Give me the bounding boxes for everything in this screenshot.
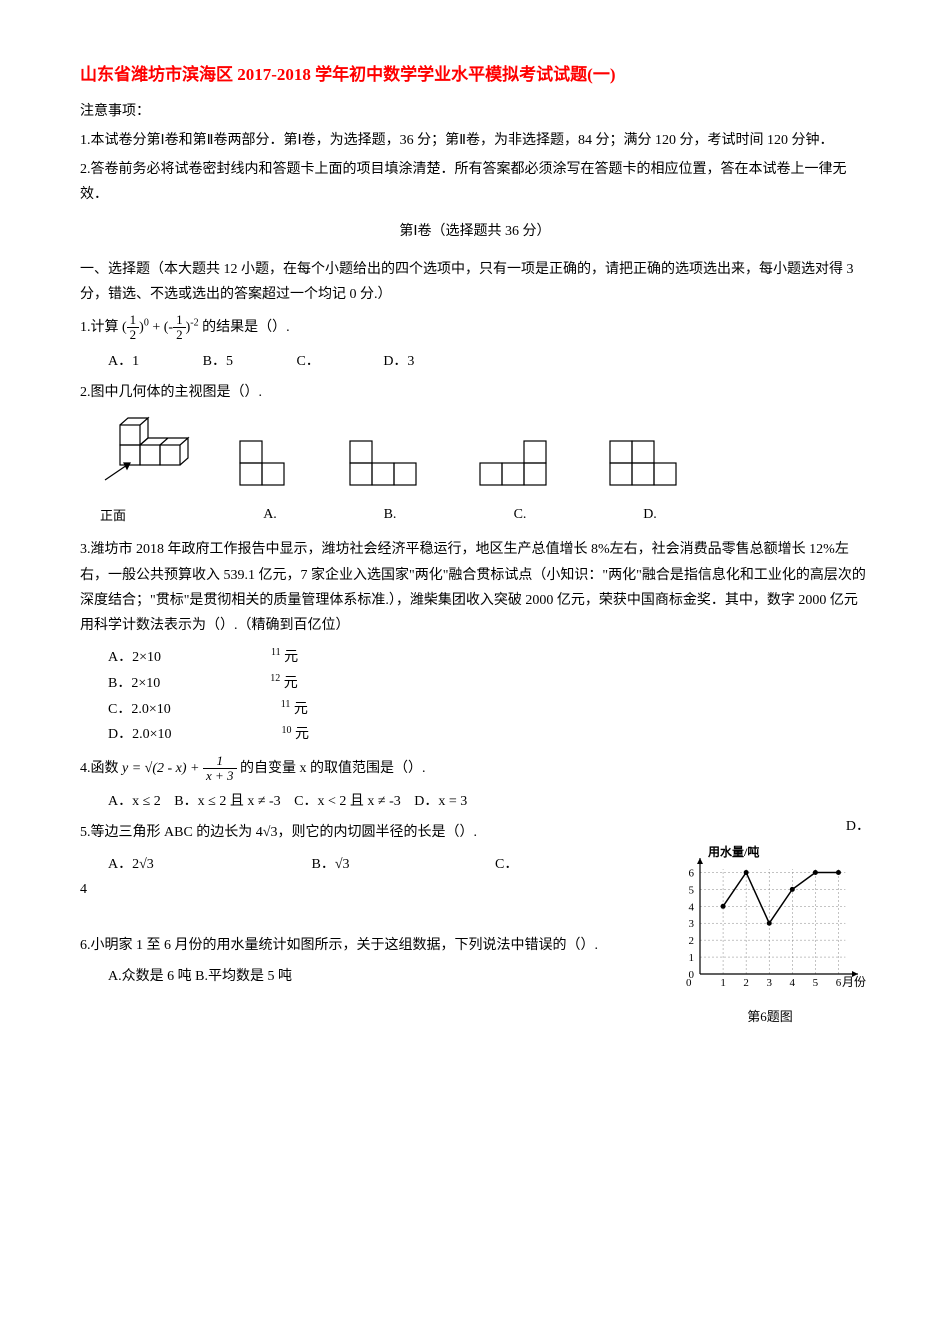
question-4: 4.函数 y = √(2 - x) + 1x + 3 的自变量 x 的取值范围是… xyxy=(80,754,870,784)
q2-opt-b: B. xyxy=(340,433,440,527)
q6-chart: D． 01234561234560用水量/吨月份 第6题图 xyxy=(670,814,870,1028)
q1-opt-c: C． xyxy=(296,349,319,374)
svg-text:4: 4 xyxy=(790,977,796,989)
notice-1: 1.本试卷分第Ⅰ卷和第Ⅱ卷两部分．第Ⅰ卷，为选择题，36 分；第Ⅱ卷，为非选择题… xyxy=(80,128,870,153)
q4-opt-c: C．x < 2 且 x ≠ -3 xyxy=(294,794,401,809)
q3-opt-b: B．2×1012 元 xyxy=(108,670,408,696)
svg-text:3: 3 xyxy=(766,977,772,989)
q3-opt-c: C．2.0×1011 元 xyxy=(108,696,418,722)
svg-text:1: 1 xyxy=(689,952,695,964)
q4-prefix: 4.函数 xyxy=(80,761,122,776)
svg-text:1: 1 xyxy=(720,977,726,989)
svg-text:3: 3 xyxy=(689,918,695,930)
q2-solid: 正面 xyxy=(100,415,200,528)
svg-text:6: 6 xyxy=(836,977,842,989)
q2-opt-a: A. xyxy=(230,433,310,527)
q5-line2: 4 xyxy=(80,877,650,902)
q3-text: 3.潍坊市 2018 年政府工作报告中显示，潍坊社会经济平稳运行，地区生产总值增… xyxy=(80,542,866,633)
svg-text:4: 4 xyxy=(689,901,695,913)
q5-options: A．2√3 B．√3 C． xyxy=(80,852,650,877)
q4-opt-d: D．x = 3 xyxy=(414,794,467,809)
svg-text:2: 2 xyxy=(689,935,695,947)
q1-opt-a: A．1 xyxy=(108,349,139,374)
svg-text:5: 5 xyxy=(813,977,819,989)
q3-opt-a: A．2×1011 元 xyxy=(108,644,408,670)
notice-2: 2.答卷前务必将试卷密封线内和答题卡上面的项目填涂清楚．所有答案都必须涂写在答题… xyxy=(80,157,870,207)
q4-suffix: 的自变量 x 的取值范围是（）. xyxy=(240,761,426,776)
q2-front-label: 正面 xyxy=(100,504,200,527)
q2-label-d: D. xyxy=(600,502,700,527)
q2-opt-c: C. xyxy=(470,433,570,527)
question-3: 3.潍坊市 2018 年政府工作报告中显示，潍坊社会经济平稳运行，地区生产总值增… xyxy=(80,537,870,638)
q2-label-b: B. xyxy=(340,502,440,527)
notice-label: 注意事项： xyxy=(80,99,870,124)
q5-opt-b: B．√3 xyxy=(312,852,492,877)
part1-header: 第Ⅰ卷（选择题共 36 分） xyxy=(80,219,870,244)
q2-opt-d: D. xyxy=(600,433,700,527)
q5-opt-c: C． xyxy=(495,852,555,877)
q2-label-c: C. xyxy=(470,502,570,527)
q3-options: A．2×1011 元 B．2×1012 元 C．2.0×1011 元 D．2.0… xyxy=(80,644,870,747)
q2-label-a: A. xyxy=(230,502,310,527)
q1-prefix: 1.计算 xyxy=(80,320,122,335)
q4-formula: y = √(2 - x) + 1x + 3 xyxy=(122,761,240,776)
q4-opt-a: A．x ≤ 2 xyxy=(108,794,161,809)
q1-formula: (12)0 + (-12)-2 xyxy=(122,320,202,335)
question-2: 2.图中几何体的主视图是（）. xyxy=(80,380,870,405)
q4-opt-b: B．x ≤ 2 且 x ≠ -3 xyxy=(174,794,280,809)
svg-text:2: 2 xyxy=(743,977,749,989)
q1-options: A．1 B．5 C． D．3 xyxy=(80,349,870,374)
q4-options: A．x ≤ 2 B．x ≤ 2 且 x ≠ -3 C．x < 2 且 x ≠ -… xyxy=(80,789,870,814)
q3-opt-d: D．2.0×1010 元 xyxy=(108,722,419,748)
q2-figures: 正面 A. B. xyxy=(100,415,870,528)
q6-chart-caption: 第6题图 xyxy=(670,1005,870,1028)
section1-header: 一、选择题（本大题共 12 小题，在每个小题给出的四个选项中，只有一项是正确的，… xyxy=(80,257,870,307)
q1-opt-d: D．3 xyxy=(383,349,414,374)
question-5: 5.等边三角形 ABC 的边长为 4√3，则它的内切圆半径的长是（）. xyxy=(80,820,650,845)
svg-text:月份: 月份 xyxy=(842,975,866,989)
svg-text:用水量/吨: 用水量/吨 xyxy=(707,844,759,859)
q6-options: A.众数是 6 吨 B.平均数是 5 吨 xyxy=(80,964,650,989)
svg-text:0: 0 xyxy=(686,977,692,989)
q1-suffix: 的结果是（）. xyxy=(202,320,290,335)
exam-title: 山东省潍坊市滨海区 2017-2018 学年初中数学学业水平模拟考试试题(一) xyxy=(80,60,870,91)
question-1: 1.计算 (12)0 + (-12)-2 的结果是（）. xyxy=(80,313,870,343)
svg-text:6: 6 xyxy=(689,867,695,879)
q5-opt-d: D． xyxy=(846,814,870,839)
svg-text:5: 5 xyxy=(689,884,695,896)
q1-opt-b: B．5 xyxy=(203,349,233,374)
q5-opt-a: A．2√3 xyxy=(108,852,308,877)
question-6: 6.小明家 1 至 6 月份的用水量统计如图所示，关于这组数据，下列说法中错误的… xyxy=(80,933,650,958)
